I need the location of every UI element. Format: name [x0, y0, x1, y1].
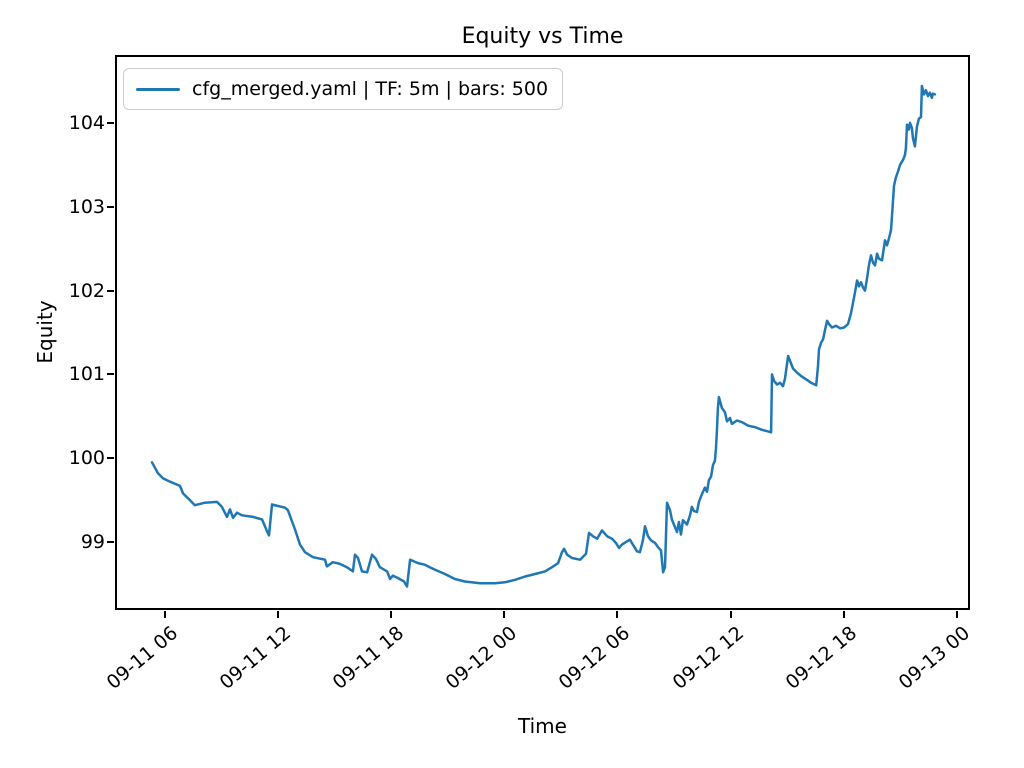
- y-tick-mark: [107, 205, 114, 208]
- equity-line: [150, 84, 937, 588]
- y-tick-mark: [107, 373, 114, 376]
- y-axis-label: Equity: [33, 300, 57, 364]
- y-tick-mark: [107, 457, 114, 460]
- x-tick-mark: [163, 611, 166, 618]
- x-tick-mark: [842, 611, 845, 618]
- x-tick-label: 09-11 06: [102, 622, 183, 694]
- y-tick-label: 100: [68, 447, 105, 470]
- x-tick-label: 09-13 00: [894, 622, 974, 694]
- x-tick-label: 09-12 18: [781, 622, 861, 694]
- y-tick-mark: [107, 289, 114, 292]
- x-tick-mark: [729, 611, 732, 618]
- x-tick-mark: [390, 611, 393, 618]
- x-tick-mark: [616, 611, 619, 618]
- y-tick-mark: [107, 121, 114, 124]
- x-tick-label: 09-11 18: [328, 622, 409, 694]
- x-tick-label: 09-12 06: [554, 622, 635, 694]
- y-tick-label: 102: [68, 279, 105, 302]
- y-tick-mark: [107, 541, 114, 544]
- x-axis-label: Time: [518, 714, 567, 738]
- y-tick-label: 104: [68, 111, 105, 134]
- legend-line-swatch-icon: [136, 87, 180, 91]
- y-tick-label: 103: [68, 195, 105, 218]
- x-tick-label: 09-12 00: [441, 622, 522, 694]
- plot-area: [115, 55, 970, 610]
- legend-label: cfg_merged.yaml | TF: 5m | bars: 500: [192, 78, 549, 100]
- x-tick-label: 09-11 12: [215, 622, 296, 694]
- x-tick-mark: [955, 611, 958, 618]
- chart-title: Equity vs Time: [461, 24, 624, 49]
- x-tick-label: 09-12 12: [668, 622, 748, 694]
- legend: cfg_merged.yaml | TF: 5m | bars: 500: [123, 68, 564, 110]
- plot-spines: [115, 55, 970, 610]
- y-tick-label: 99: [80, 531, 105, 554]
- x-tick-mark: [277, 611, 280, 618]
- y-tick-label: 101: [68, 363, 105, 386]
- x-tick-mark: [503, 611, 506, 618]
